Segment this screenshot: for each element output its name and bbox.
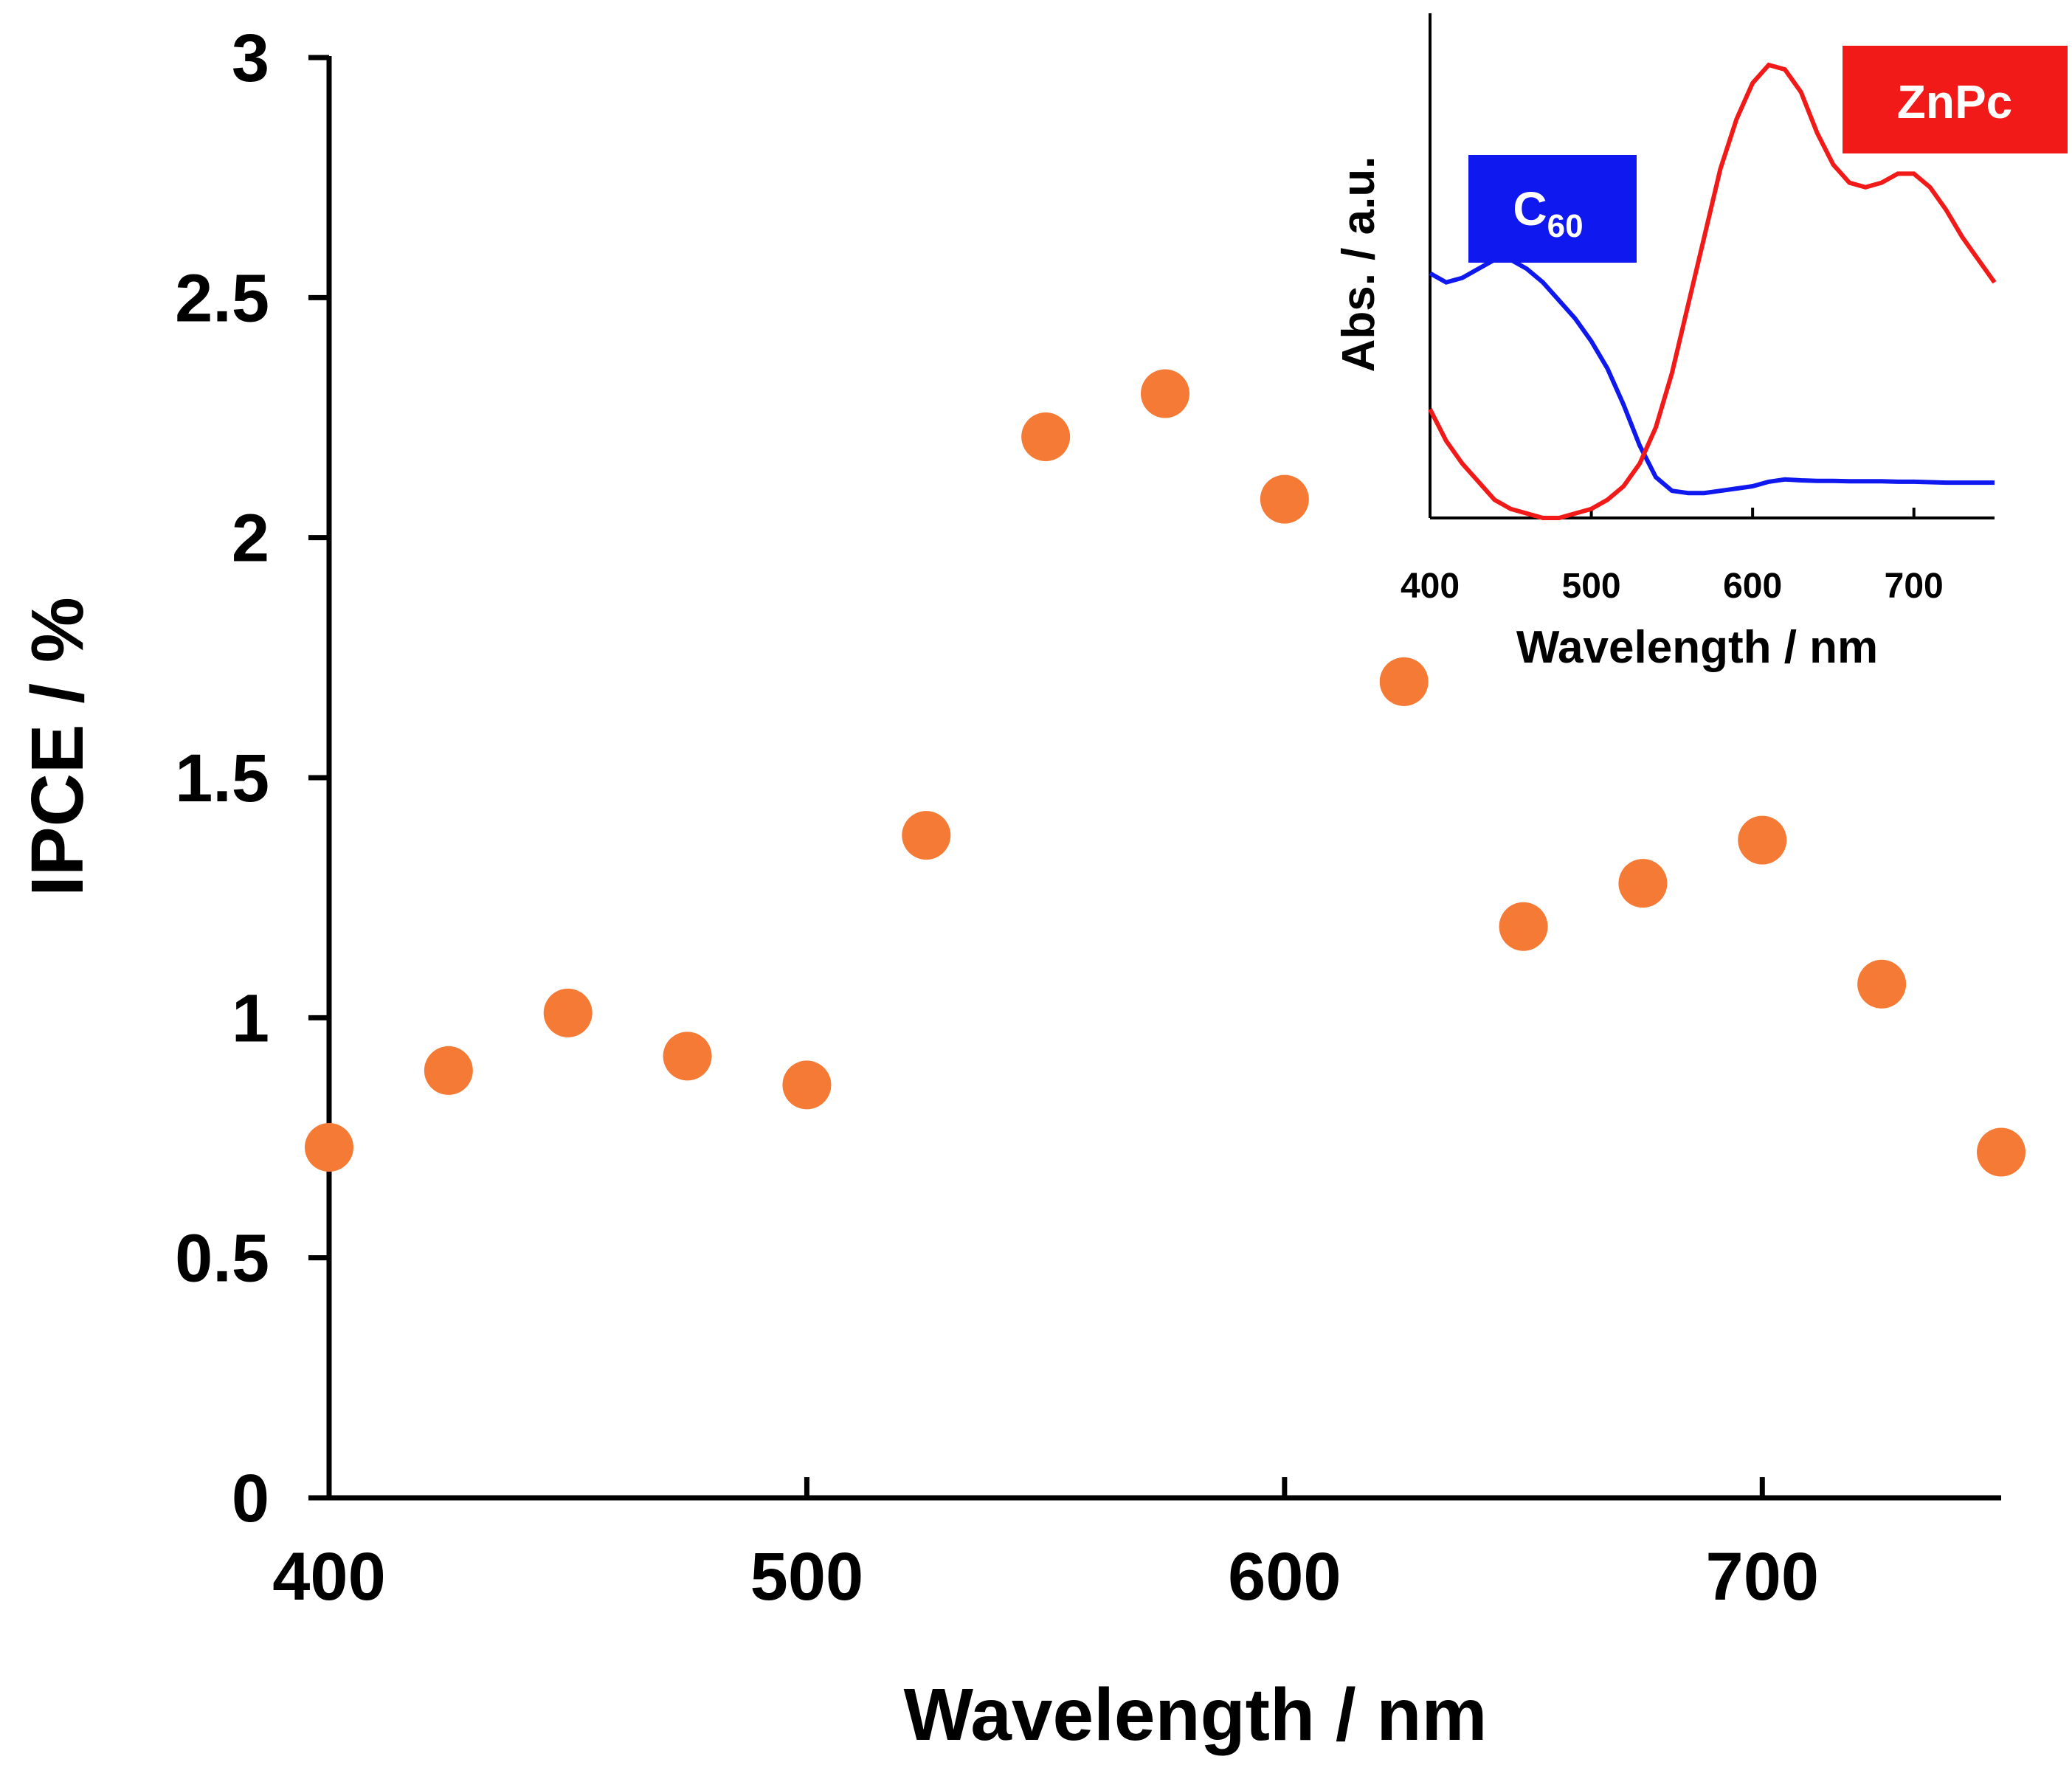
ipce-data-point — [1618, 859, 1668, 908]
main-y-tick-label: 1.5 — [175, 741, 269, 816]
inset-ticks: 400 500 600 700 — [1401, 508, 1944, 606]
legend-znpc: ZnPc — [1843, 46, 2068, 153]
inset-x-tick-label: 500 — [1562, 567, 1621, 606]
ipce-data-point — [1857, 959, 1907, 1009]
inset-absorption-chart: 400 500 600 700 Wavelength / nm Abs. / a.u.… — [1333, 13, 2068, 673]
main-x-tick-label: 400 — [272, 1539, 386, 1614]
legend-znpc-box — [1843, 46, 2068, 153]
ipce-data-point — [1021, 412, 1071, 462]
main-data-points — [305, 369, 2026, 1177]
legend-znpc-label: ZnPc — [1897, 75, 2012, 128]
ipce-data-point — [1499, 902, 1548, 951]
znpc-absorption-line — [1428, 62, 1997, 520]
ipce-data-point — [1977, 1127, 2026, 1177]
main-x-tick-label: 700 — [1706, 1539, 1820, 1614]
main-y-tick-label: 3 — [232, 21, 269, 96]
main-ticks: 0 0.5 1 1.5 2 2.5 3 400 500 600 700 — [175, 21, 1819, 1614]
main-y-tick-label: 1 — [232, 981, 269, 1056]
ipce-data-point — [1738, 815, 1787, 865]
main-y-tick-label: 0.5 — [175, 1221, 269, 1296]
main-x-axis-label: Wavelength / nm — [904, 1673, 1488, 1756]
inset-x-tick-label: 600 — [1723, 567, 1782, 606]
ipce-data-point — [902, 811, 951, 860]
inset-y-axis-label: Abs. / a.u. — [1333, 156, 1384, 373]
ipce-data-point — [305, 1123, 353, 1172]
legend-c60-box — [1468, 155, 1637, 263]
main-y-tick-label: 2 — [232, 501, 269, 576]
inset-x-axis-label: Wavelength / nm — [1516, 622, 1878, 673]
legend-c60: C60 — [1468, 155, 1637, 263]
main-y-tick-label: 0 — [232, 1461, 269, 1536]
main-x-tick-label: 600 — [1228, 1539, 1341, 1614]
ipce-data-point — [1141, 369, 1189, 418]
ipce-data-point — [424, 1046, 473, 1095]
ipce-data-point — [543, 988, 593, 1037]
inset-x-tick-label: 700 — [1885, 567, 1944, 606]
ipce-data-point — [663, 1032, 712, 1081]
c60-absorption-line — [1429, 258, 1995, 496]
main-y-tick-label: 2.5 — [175, 260, 269, 336]
legend-c60-label: C60 — [1513, 182, 1583, 244]
main-y-axis-label: IPCE / % — [16, 597, 99, 896]
main-x-tick-label: 500 — [750, 1539, 864, 1614]
ipce-data-point — [1379, 657, 1429, 706]
ipce-data-point — [782, 1060, 832, 1110]
ipce-data-point — [1260, 474, 1309, 524]
inset-x-tick-label: 400 — [1401, 567, 1460, 606]
main-ipce-chart: 0 0.5 1 1.5 2 2.5 3 400 500 600 700 Wavelength / n… — [16, 21, 2026, 1756]
